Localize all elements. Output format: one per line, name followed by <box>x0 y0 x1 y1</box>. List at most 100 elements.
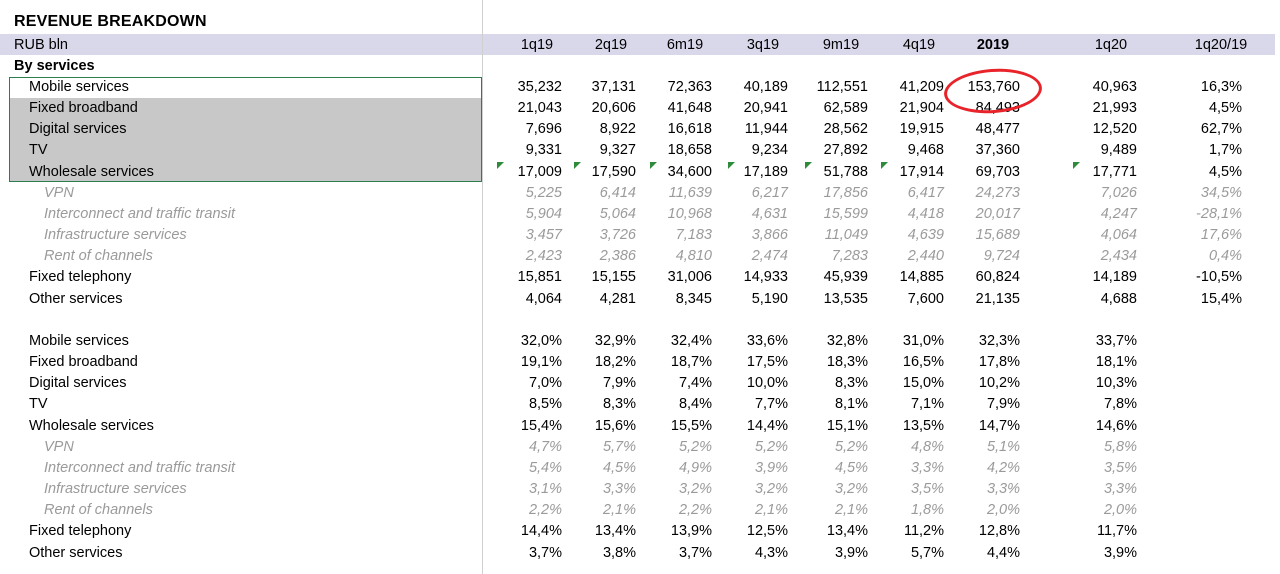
cell-value[interactable]: 45,939 <box>823 269 868 286</box>
cell-value[interactable]: 3,1% <box>528 481 562 498</box>
cell-value[interactable]: 4,688 <box>1100 290 1137 307</box>
row-label[interactable]: Digital services <box>29 375 127 392</box>
cell-value[interactable]: 40,189 <box>743 79 788 95</box>
cell-value[interactable]: 11,7% <box>1096 523 1137 540</box>
cell-value[interactable]: 17,189 <box>743 163 788 180</box>
cell-value[interactable]: 11,944 <box>744 121 788 138</box>
cell-value[interactable]: 41,209 <box>899 79 944 95</box>
cell-value[interactable]: 9,331 <box>525 142 562 159</box>
cell-value[interactable]: 7,026 <box>1100 184 1137 201</box>
cell-value[interactable]: 21,043 <box>517 100 562 117</box>
cell-value[interactable]: 5,8% <box>1103 438 1137 455</box>
row-label[interactable]: Rent of channels <box>44 248 153 265</box>
cell-value[interactable]: 48,477 <box>975 121 1020 138</box>
cell-value[interactable]: 3,866 <box>751 227 788 244</box>
cell-value[interactable]: 7,183 <box>675 227 712 244</box>
cell-value[interactable]: 21,135 <box>975 290 1020 307</box>
cell-value[interactable]: 7,9% <box>602 375 636 392</box>
cell-value[interactable]: 13,4% <box>826 523 868 540</box>
cell-value[interactable]: 4,8% <box>910 438 944 455</box>
cell-value[interactable]: 15,851 <box>517 269 562 286</box>
cell-value[interactable]: 17,009 <box>517 163 562 180</box>
cell-value[interactable]: 16,3% <box>1200 79 1242 95</box>
cell-value[interactable]: 28,562 <box>823 121 868 138</box>
cell-value[interactable]: 9,489 <box>1100 142 1137 159</box>
cell-value[interactable]: 18,7% <box>670 354 712 371</box>
cell-value[interactable]: 3,8% <box>602 544 636 561</box>
cell-value[interactable]: 33,6% <box>746 333 788 349</box>
cell-value[interactable]: 4,064 <box>1100 227 1137 244</box>
cell-value[interactable]: 62,589 <box>823 100 868 117</box>
cell-value[interactable]: 19,1% <box>520 354 562 371</box>
cell-value[interactable]: 0,4% <box>1208 248 1242 265</box>
cell-value[interactable]: 21,904 <box>899 100 944 117</box>
row-label[interactable]: Mobile services <box>29 333 129 349</box>
cell-value[interactable]: 2,1% <box>754 502 788 519</box>
cell-value[interactable]: 15,5% <box>670 417 712 434</box>
cell-value[interactable]: 2,2% <box>528 502 562 519</box>
cell-value[interactable]: 8,3% <box>834 375 868 392</box>
cell-value[interactable]: 9,234 <box>751 142 788 159</box>
cell-value[interactable]: 5,064 <box>599 205 636 222</box>
cell-value[interactable]: 8,4% <box>678 396 712 413</box>
row-label[interactable]: TV <box>29 396 48 413</box>
cell-value[interactable]: 5,225 <box>525 184 562 201</box>
row-label[interactable]: Digital services <box>29 121 127 138</box>
cell-value[interactable]: 3,3% <box>1103 481 1137 498</box>
cell-value[interactable]: 7,9% <box>986 396 1020 413</box>
cell-value[interactable]: 15,4% <box>1200 290 1242 307</box>
cell-value[interactable]: 15,599 <box>823 205 868 222</box>
cell-value[interactable]: 14,885 <box>899 269 944 286</box>
cell-value[interactable]: 60,824 <box>975 269 1020 286</box>
cell-value[interactable]: 5,904 <box>525 205 562 222</box>
cell-value[interactable]: -28,1% <box>1196 205 1242 222</box>
cell-value[interactable]: 37,360 <box>975 142 1020 159</box>
cell-value[interactable]: 10,3% <box>1095 375 1137 392</box>
cell-value[interactable]: 3,3% <box>910 459 944 476</box>
cell-value[interactable]: 62,7% <box>1200 121 1242 138</box>
cell-value[interactable]: 5,190 <box>751 290 788 307</box>
cell-value[interactable]: 33,7% <box>1095 333 1137 349</box>
row-label[interactable]: Mobile services <box>29 79 129 95</box>
cell-value[interactable]: 12,5% <box>746 523 788 540</box>
cell-value[interactable]: 2,1% <box>602 502 636 519</box>
cell-value[interactable]: 16,5% <box>902 354 944 371</box>
cell-value[interactable]: 18,3% <box>826 354 868 371</box>
cell-value[interactable]: 6,414 <box>599 184 636 201</box>
cell-value[interactable]: 32,9% <box>594 333 636 349</box>
cell-value[interactable]: 3,7% <box>678 544 712 561</box>
row-label[interactable]: Fixed telephony <box>29 269 132 286</box>
cell-value[interactable]: 11,639 <box>668 184 712 201</box>
row-label[interactable]: VPN <box>44 184 74 201</box>
cell-value[interactable]: 2,2% <box>678 502 712 519</box>
cell-value[interactable]: 3,3% <box>986 481 1020 498</box>
cell-value[interactable]: 9,468 <box>907 142 944 159</box>
cell-value[interactable]: 14,933 <box>743 269 788 286</box>
cell-value[interactable]: 6,417 <box>907 184 944 201</box>
row-label[interactable]: Rent of channels <box>44 502 153 519</box>
cell-value[interactable]: 10,2% <box>978 375 1020 392</box>
row-label[interactable]: TV <box>29 142 48 159</box>
cell-value[interactable]: 2,434 <box>1100 248 1137 265</box>
cell-value[interactable]: 8,5% <box>528 396 562 413</box>
cell-value[interactable]: 19,915 <box>899 121 944 138</box>
cell-value[interactable]: 4,064 <box>525 290 562 307</box>
cell-value[interactable]: 40,963 <box>1092 79 1137 95</box>
cell-value[interactable]: 3,7% <box>528 544 562 561</box>
cell-value[interactable]: 37,131 <box>591 79 636 95</box>
cell-value[interactable]: 34,600 <box>667 163 712 180</box>
cell-value[interactable]: 15,1% <box>826 417 868 434</box>
cell-value[interactable]: 51,788 <box>823 163 868 180</box>
cell-value[interactable]: 2,474 <box>751 248 788 265</box>
cell-value[interactable]: 15,155 <box>591 269 636 286</box>
cell-value[interactable]: 15,6% <box>594 417 636 434</box>
cell-value[interactable]: 24,273 <box>975 184 1020 201</box>
row-label[interactable]: VPN <box>44 438 74 455</box>
cell-value[interactable]: 9,327 <box>599 142 636 159</box>
cell-value[interactable]: 14,6% <box>1095 417 1137 434</box>
cell-value[interactable]: 34,5% <box>1200 184 1242 201</box>
cell-value[interactable]: 17,590 <box>591 163 636 180</box>
cell-value[interactable]: 4,5% <box>834 459 868 476</box>
cell-value[interactable]: 7,4% <box>678 375 712 392</box>
row-label[interactable]: Interconnect and traffic transit <box>44 459 236 476</box>
